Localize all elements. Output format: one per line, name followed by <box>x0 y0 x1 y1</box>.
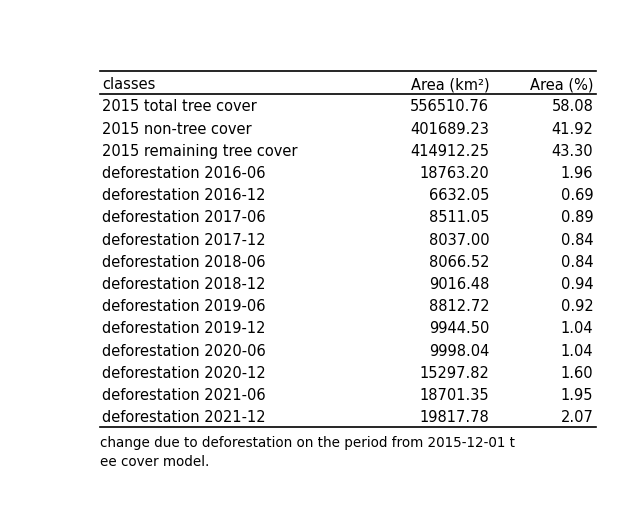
Text: 8812.72: 8812.72 <box>429 298 489 314</box>
Text: 9998.04: 9998.04 <box>429 343 489 358</box>
Text: ee cover model.: ee cover model. <box>100 454 209 468</box>
Text: deforestation 2020-06: deforestation 2020-06 <box>102 343 266 358</box>
Text: 0.89: 0.89 <box>561 210 593 225</box>
Text: 58.08: 58.08 <box>552 99 593 114</box>
Text: deforestation 2019-06: deforestation 2019-06 <box>102 298 266 314</box>
Text: 19817.78: 19817.78 <box>419 410 489 424</box>
Text: 414912.25: 414912.25 <box>410 143 489 159</box>
Text: deforestation 2018-06: deforestation 2018-06 <box>102 255 266 269</box>
Text: 8066.52: 8066.52 <box>429 255 489 269</box>
Text: 18701.35: 18701.35 <box>420 387 489 402</box>
Text: Area (%): Area (%) <box>530 77 593 92</box>
Text: deforestation 2019-12: deforestation 2019-12 <box>102 321 266 336</box>
Text: 18763.20: 18763.20 <box>419 166 489 181</box>
Text: deforestation 2018-12: deforestation 2018-12 <box>102 276 266 291</box>
Text: 43.30: 43.30 <box>552 143 593 159</box>
Text: 2015 non-tree cover: 2015 non-tree cover <box>102 121 252 136</box>
Text: deforestation 2021-06: deforestation 2021-06 <box>102 387 266 402</box>
Text: 556510.76: 556510.76 <box>410 99 489 114</box>
Text: 9944.50: 9944.50 <box>429 321 489 336</box>
Text: 2.07: 2.07 <box>561 410 593 424</box>
Text: deforestation 2017-12: deforestation 2017-12 <box>102 232 266 247</box>
Text: 1.96: 1.96 <box>561 166 593 181</box>
Text: 2015 remaining tree cover: 2015 remaining tree cover <box>102 143 298 159</box>
Text: 401689.23: 401689.23 <box>410 121 489 136</box>
Text: 0.94: 0.94 <box>561 276 593 291</box>
Text: 8511.05: 8511.05 <box>429 210 489 225</box>
Text: Area (km²): Area (km²) <box>411 77 489 92</box>
Text: 6632.05: 6632.05 <box>429 188 489 203</box>
Text: deforestation 2016-06: deforestation 2016-06 <box>102 166 266 181</box>
Text: 1.04: 1.04 <box>561 343 593 358</box>
Text: 9016.48: 9016.48 <box>429 276 489 291</box>
Text: 1.95: 1.95 <box>561 387 593 402</box>
Text: 15297.82: 15297.82 <box>419 365 489 380</box>
Text: 1.04: 1.04 <box>561 321 593 336</box>
Text: classes: classes <box>102 77 156 92</box>
Text: 2015 total tree cover: 2015 total tree cover <box>102 99 257 114</box>
Text: 41.92: 41.92 <box>552 121 593 136</box>
Text: deforestation 2016-12: deforestation 2016-12 <box>102 188 266 203</box>
Text: 0.69: 0.69 <box>561 188 593 203</box>
Text: 0.92: 0.92 <box>561 298 593 314</box>
Text: deforestation 2020-12: deforestation 2020-12 <box>102 365 266 380</box>
Text: change due to deforestation on the period from 2015-12-01 t: change due to deforestation on the perio… <box>100 435 515 449</box>
Text: deforestation 2021-12: deforestation 2021-12 <box>102 410 266 424</box>
Text: 1.60: 1.60 <box>561 365 593 380</box>
Text: 8037.00: 8037.00 <box>429 232 489 247</box>
Text: 0.84: 0.84 <box>561 255 593 269</box>
Text: 0.84: 0.84 <box>561 232 593 247</box>
Text: deforestation 2017-06: deforestation 2017-06 <box>102 210 266 225</box>
